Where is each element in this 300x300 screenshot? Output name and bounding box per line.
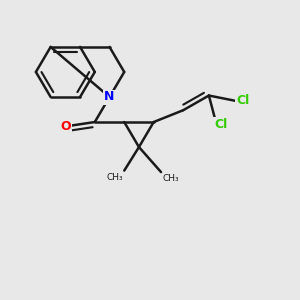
Text: CH₃: CH₃ bbox=[106, 173, 123, 182]
Text: Cl: Cl bbox=[214, 118, 227, 131]
Text: Cl: Cl bbox=[236, 94, 249, 107]
Text: O: O bbox=[60, 120, 71, 133]
Text: N: N bbox=[104, 91, 115, 103]
Text: CH₃: CH₃ bbox=[163, 174, 179, 183]
